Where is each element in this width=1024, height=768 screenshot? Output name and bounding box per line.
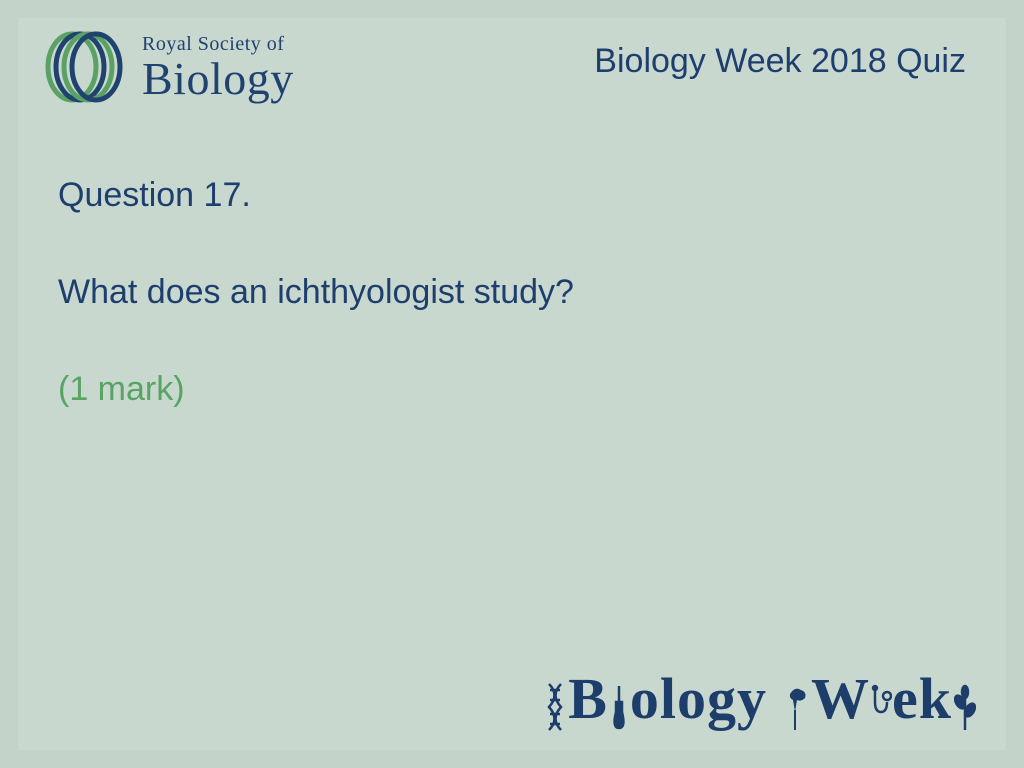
bird-icon xyxy=(787,674,809,732)
plant-icon xyxy=(954,674,976,732)
question-marks: (1 mark) xyxy=(58,370,966,409)
biology-week-logo: B ology W ek xyxy=(544,665,976,732)
rsb-logo-text: Royal Society of Biology xyxy=(142,33,294,102)
question-block: Question 17. What does an ichthyologist … xyxy=(18,106,1006,409)
question-number: Question 17. xyxy=(58,176,966,215)
stethoscope-icon xyxy=(870,674,892,732)
quiz-title: Biology Week 2018 Quiz xyxy=(594,28,976,81)
rsb-logo-mark xyxy=(38,28,128,106)
rsb-logo: Royal Society of Biology xyxy=(38,28,294,106)
footer-word-2: W ek xyxy=(811,665,952,732)
slide: Royal Society of Biology Biology Week 20… xyxy=(0,0,1024,768)
question-text: What does an ichthyologist study? xyxy=(58,273,966,312)
dna-icon xyxy=(544,674,566,732)
header-row: Royal Society of Biology Biology Week 20… xyxy=(18,18,1006,106)
footer-word-1: B ology xyxy=(568,665,767,732)
flask-icon xyxy=(608,674,630,732)
logo-line-2: Biology xyxy=(142,56,294,102)
